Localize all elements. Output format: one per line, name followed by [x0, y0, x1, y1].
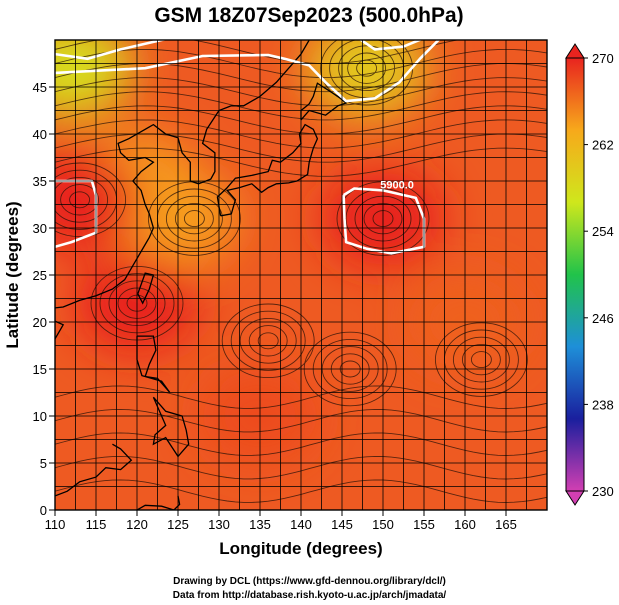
credit-dcl: Drawing by DCL (https://www.gfd-dennou.o…: [173, 576, 446, 587]
colorbar-min-arrow: [565, 490, 585, 506]
streamline: [461, 343, 501, 376]
x-tick-label: 120: [126, 517, 148, 532]
x-axis: 110 115 120 125 130 135 140 145 150 155 160 165: [45, 510, 517, 532]
y-tick-label: 40: [33, 127, 47, 142]
x-tick-label: 135: [249, 517, 271, 532]
streamline: [69, 191, 91, 209]
colorbar-tick-label: 238: [592, 397, 614, 412]
x-tick-label: 130: [208, 517, 230, 532]
y-tick-label: 10: [33, 409, 47, 424]
streamline: [55, 176, 109, 223]
colorbar-max-arrow: [565, 43, 585, 59]
y-tick-label: 25: [33, 268, 47, 283]
y-tick-label: 45: [33, 80, 47, 95]
colorbar-tick-label: 262: [592, 138, 614, 153]
coastline: [55, 443, 133, 497]
grid-lines: [55, 40, 547, 510]
streamline: [183, 210, 205, 228]
x-tick-label: 115: [86, 517, 107, 532]
coastline: [136, 495, 181, 510]
colorbar-tick-label: 230: [592, 484, 614, 499]
colorbar-tick-label: 254: [592, 224, 614, 239]
colorbar-tick-label: 270: [592, 51, 614, 66]
streamline: [452, 336, 510, 383]
colorbar: 230 238 246 254 262 270: [565, 43, 614, 506]
height-contour: [55, 40, 441, 103]
y-tick-label: 30: [33, 221, 47, 236]
credit-data-source: Data from http://database.rish.kyoto-u.a…: [172, 590, 447, 601]
colorbar-tick-label: 246: [592, 311, 614, 326]
x-tick-label: 140: [290, 517, 312, 532]
contour-label: 5900.0: [380, 180, 414, 192]
x-axis-label: Longitude (degrees): [219, 539, 382, 558]
streamline: [230, 310, 306, 371]
streamline: [257, 332, 279, 350]
y-axis-label: Latitude (degrees): [3, 201, 22, 348]
x-tick-label: 150: [372, 517, 394, 532]
streamline: [347, 52, 387, 84]
x-tick-label: 110: [45, 517, 66, 532]
y-tick-label: 20: [33, 315, 47, 330]
colorbar-gradient: [565, 57, 585, 492]
coastline: [55, 320, 65, 340]
x-tick-label: 160: [454, 517, 476, 532]
y-tick-label: 0: [40, 503, 47, 518]
x-tick-label: 125: [167, 517, 189, 532]
streamline: [248, 325, 288, 357]
x-tick-label: 155: [413, 517, 435, 532]
field-region: [306, 40, 427, 117]
streamline: [60, 184, 100, 216]
streamline: [239, 317, 297, 364]
coastline: [300, 82, 348, 121]
coastline: [137, 272, 155, 305]
y-axis: 0 5 10 15 20 25 30 35 40 45: [33, 80, 55, 518]
streamline: [55, 162, 127, 238]
streamline: [470, 351, 492, 369]
height-contour: [358, 40, 423, 51]
plot-area: [55, 40, 547, 510]
y-tick-label: 15: [33, 362, 47, 377]
y-tick-label: 35: [33, 174, 47, 189]
streamline: [221, 303, 315, 379]
streamline: [434, 322, 528, 397]
height-contour: [55, 40, 168, 61]
contour-labels: 5900.0: [380, 180, 414, 192]
x-tick-label: 145: [331, 517, 353, 532]
chart-title: GSM 18Z07Sep2023 (500.0hPa): [154, 4, 463, 27]
x-tick-label: 165: [495, 517, 517, 532]
y-tick-label: 5: [40, 456, 47, 471]
streamline: [174, 202, 214, 235]
streamline: [165, 195, 223, 242]
